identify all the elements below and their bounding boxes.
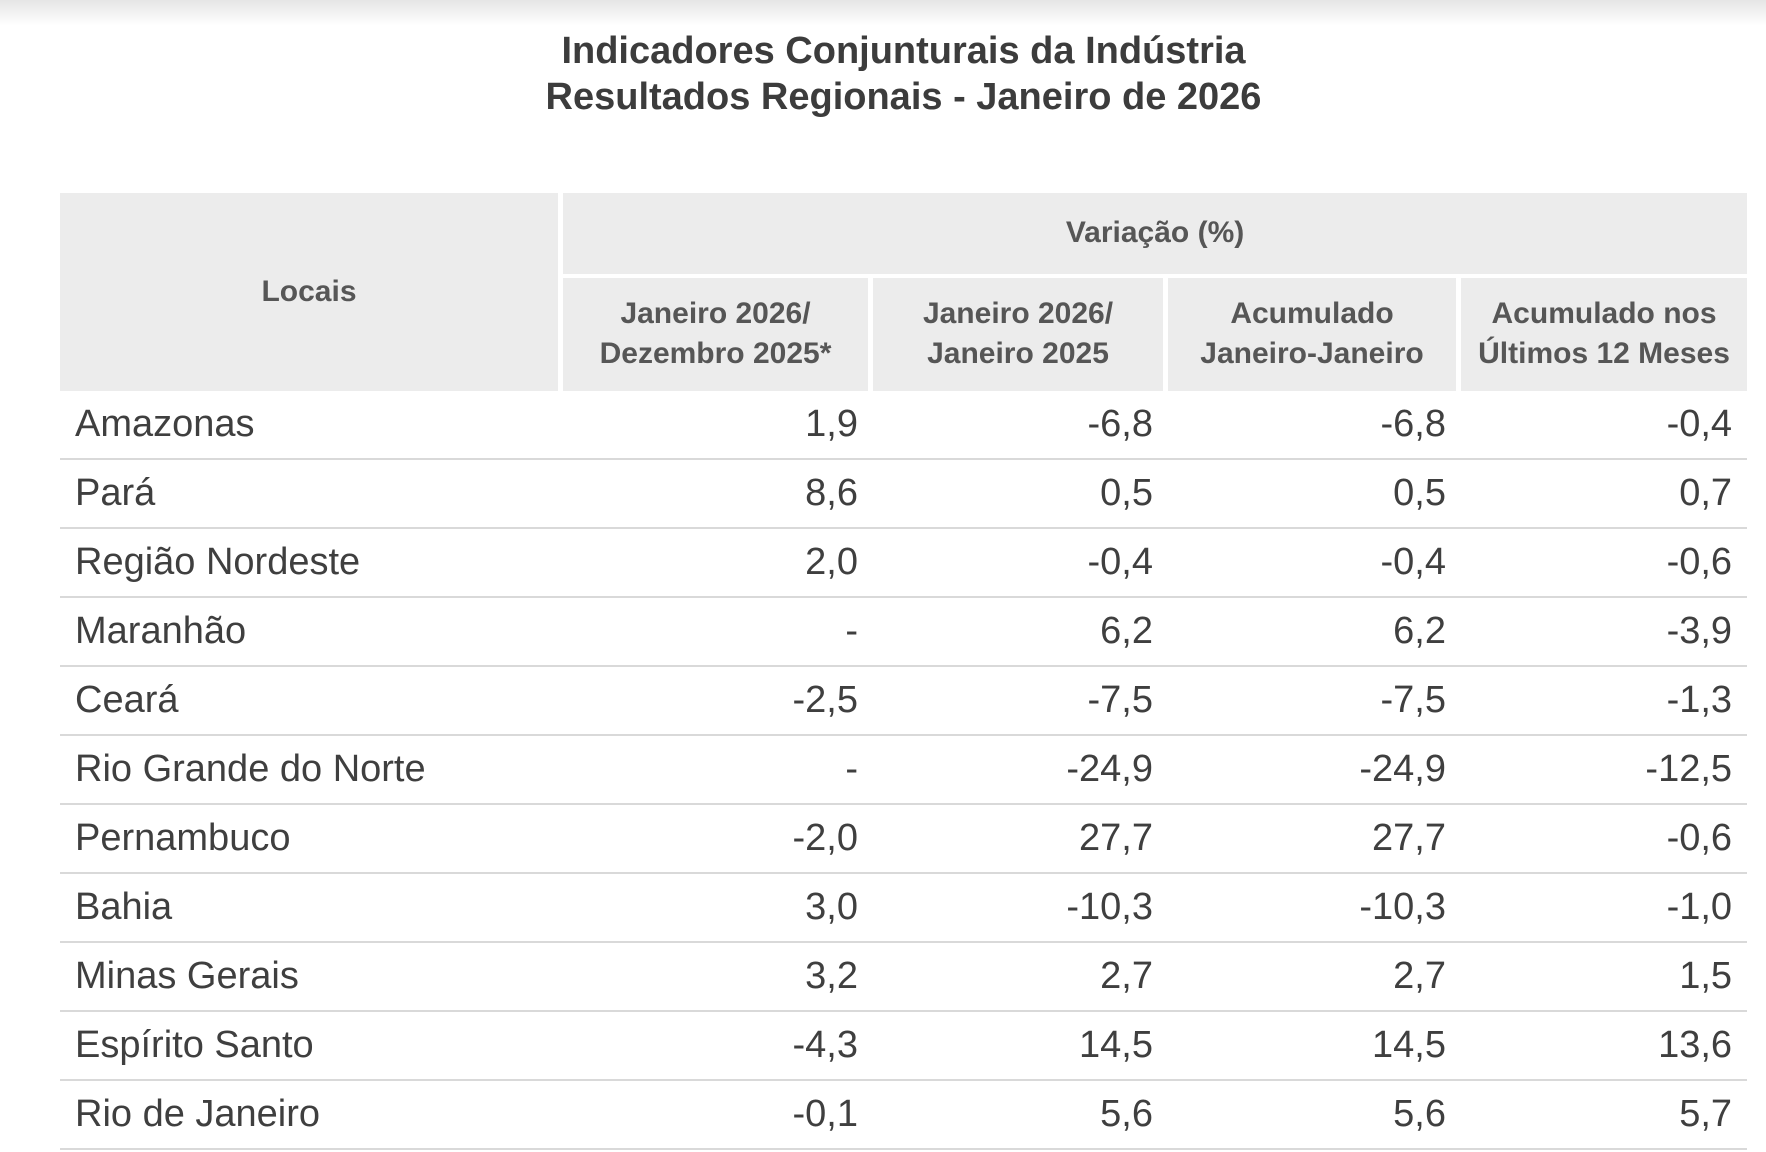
table-row: Rio Grande do Norte - -24,9 -24,9 -12,5 <box>60 735 1748 805</box>
value-cell: -4,3 <box>563 1011 873 1081</box>
value-cell: -12,5 <box>1461 735 1748 805</box>
local-cell: Minas Gerais <box>60 942 563 1012</box>
value-cell: -0,6 <box>1461 804 1748 874</box>
value-cell: 3,0 <box>563 873 873 943</box>
value-cell: -2,5 <box>563 666 873 736</box>
value-cell: -0,6 <box>1461 528 1748 598</box>
table-row: Pará 8,6 0,5 0,5 0,7 <box>60 459 1748 529</box>
value-cell: 27,7 <box>1168 804 1461 874</box>
value-cell: 1,5 <box>1461 942 1748 1012</box>
table-row: Região Nordeste 2,0 -0,4 -0,4 -0,6 <box>60 528 1748 598</box>
page-title: Indicadores Conjunturais da Indústria Re… <box>60 0 1747 121</box>
local-cell: Região Nordeste <box>60 528 563 598</box>
value-cell: -0,4 <box>873 528 1168 598</box>
indicators-table: Locais Variação (%) Janeiro 2026/ Dezemb… <box>60 192 1748 1150</box>
value-cell: -1,3 <box>1461 666 1748 736</box>
variacao-group-header: Variação (%) <box>563 192 1748 278</box>
value-cell: 14,5 <box>1168 1011 1461 1081</box>
value-cell: -0,4 <box>1461 390 1748 460</box>
table-row: Rio de Janeiro -0,1 5,6 5,6 5,7 <box>60 1080 1748 1150</box>
local-cell: Rio de Janeiro <box>60 1080 563 1150</box>
value-cell: -2,0 <box>563 804 873 874</box>
column-header-jan2026-dez2025: Janeiro 2026/ Dezembro 2025* <box>563 277 873 391</box>
value-cell: - <box>563 735 873 805</box>
local-cell: Maranhão <box>60 597 563 667</box>
value-cell: -10,3 <box>873 873 1168 943</box>
value-cell: 6,2 <box>873 597 1168 667</box>
value-cell: 5,6 <box>1168 1080 1461 1150</box>
local-cell: Espírito Santo <box>60 1011 563 1081</box>
value-cell: 5,6 <box>873 1080 1168 1150</box>
header-group-row: Locais Variação (%) <box>60 192 1748 391</box>
value-cell: -3,9 <box>1461 597 1748 667</box>
value-cell: 0,5 <box>873 459 1168 529</box>
value-cell: -24,9 <box>873 735 1168 805</box>
value-cell: 6,2 <box>1168 597 1461 667</box>
value-cell: -6,8 <box>873 390 1168 460</box>
value-cell: 0,5 <box>1168 459 1461 529</box>
table-row: Minas Gerais 3,2 2,7 2,7 1,5 <box>60 942 1748 1012</box>
value-cell: - <box>563 597 873 667</box>
value-cell: -7,5 <box>1168 666 1461 736</box>
value-cell: 2,0 <box>563 528 873 598</box>
local-cell: Rio Grande do Norte <box>60 735 563 805</box>
value-cell: 8,6 <box>563 459 873 529</box>
table-row: Ceará -2,5 -7,5 -7,5 -1,3 <box>60 666 1748 736</box>
value-cell: -1,0 <box>1461 873 1748 943</box>
value-cell: -24,9 <box>1168 735 1461 805</box>
table-row: Amazonas 1,9 -6,8 -6,8 -0,4 <box>60 390 1748 460</box>
column-header-jan2026-jan2025: Janeiro 2026/ Janeiro 2025 <box>873 277 1168 391</box>
value-cell: -7,5 <box>873 666 1168 736</box>
header-sub-row: Janeiro 2026/ Dezembro 2025* Janeiro 202… <box>60 277 1748 391</box>
column-header-acumulado-jan: Acumulado Janeiro-Janeiro <box>1168 277 1461 391</box>
table-row: Bahia 3,0 -10,3 -10,3 -1,0 <box>60 873 1748 943</box>
value-cell: -0,4 <box>1168 528 1461 598</box>
title-line-1: Indicadores Conjunturais da Indústria <box>561 30 1246 72</box>
value-cell: 3,2 <box>563 942 873 1012</box>
title-line-2: Resultados Regionais - Janeiro de 2026 <box>545 76 1262 119</box>
value-cell: 27,7 <box>873 804 1168 874</box>
value-cell: -0,1 <box>563 1080 873 1150</box>
value-cell: -6,8 <box>1168 390 1461 460</box>
locais-header: Locais <box>60 192 563 391</box>
local-cell: Bahia <box>60 873 563 943</box>
table-row: Pernambuco -2,0 27,7 27,7 -0,6 <box>60 804 1748 874</box>
value-cell: 2,7 <box>1168 942 1461 1012</box>
table-row: Espírito Santo -4,3 14,5 14,5 13,6 <box>60 1011 1748 1081</box>
value-cell: 0,7 <box>1461 459 1748 529</box>
value-cell: 13,6 <box>1461 1011 1748 1081</box>
value-cell: -10,3 <box>1168 873 1461 943</box>
value-cell: 14,5 <box>873 1011 1168 1081</box>
value-cell: 2,7 <box>873 942 1168 1012</box>
local-cell: Amazonas <box>60 390 563 460</box>
page-content: Indicadores Conjunturais da Indústria Re… <box>60 0 1748 1150</box>
local-cell: Pará <box>60 459 563 529</box>
value-cell: 5,7 <box>1461 1080 1748 1150</box>
column-header-acumulado-12m: Acumulado nos Últimos 12 Meses <box>1461 277 1748 391</box>
local-cell: Pernambuco <box>60 804 563 874</box>
local-cell: Ceará <box>60 666 563 736</box>
table-row: Maranhão - 6,2 6,2 -3,9 <box>60 597 1748 667</box>
value-cell: 1,9 <box>563 390 873 460</box>
